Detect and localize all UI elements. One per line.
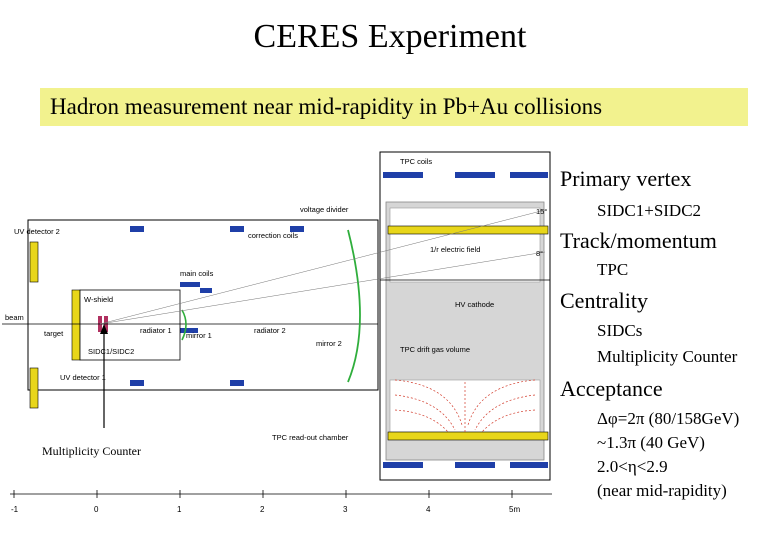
heading-acceptance: Acceptance [560,376,663,401]
subtitle-banner: Hadron measurement near mid-rapidity in … [40,88,748,126]
label-target: target [44,329,64,338]
label-w-shield: W-shield [84,295,113,304]
tpc-readout-top [387,225,549,235]
label-angle-15: 15° [536,207,547,216]
tpc-readout-bottom [387,431,549,441]
main-coil-top-1 [180,282,200,287]
uv-detector-2-plate [29,241,39,283]
measurement-detail: 2.0<η<2.9 [597,457,668,476]
angle-15-line [99,209,546,325]
axis-ticks: -1 0 1 2 3 4 5m [11,490,520,514]
label-voltage-divider: voltage divider [300,205,349,214]
axis-tick-label: 5m [509,505,520,514]
uv-detector-1-plate [29,367,39,409]
tpc-outer-frame [379,151,551,481]
mirror-2-arc [347,229,361,383]
correction-coil-2 [230,226,244,232]
measurement-detail: Multiplicity Counter [597,347,738,366]
heading-centrality: Centrality [560,288,648,313]
label-tpc-coils: TPC coils [400,157,432,166]
label-hv-cathode: HV cathode [455,300,494,309]
label-tpc-drift-gas: TPC drift gas volume [400,345,470,354]
heading-track-momentum: Track/momentum [560,228,717,253]
axis-tick-label: 2 [260,505,265,514]
measurement-heading: Track/momentum [560,228,717,254]
main-coil-bottom [178,328,198,333]
measurement-detail: SIDC1+SIDC2 [597,201,702,220]
label-mirror-1: mirror 1 [186,331,212,340]
mirror-1-arc [181,309,187,341]
measurement-heading: Acceptance [560,376,663,402]
axis-tick-label: 4 [426,505,431,514]
tpc-inner-white [389,207,541,283]
label-tpc-readout: TPC read-out chamber [272,433,349,442]
label-beam: beam [5,313,24,322]
correction-coil-1 [130,226,144,232]
w-shield-plate [71,289,81,361]
axis-tick-label: 1 [177,505,182,514]
measurement-detail: Δφ=2π (80/158GeV) [597,409,740,428]
subtitle-text: Hadron measurement near mid-rapidity in … [50,94,603,119]
tpc-coil-bottom-1 [383,462,423,468]
tpc-coil-bottom-2 [455,462,495,468]
label-mirror-2: mirror 2 [316,339,342,348]
slide-title: CERES Experiment [253,18,527,55]
axis-tick-label: 3 [343,505,348,514]
tpc-coil-top-1 [383,172,423,178]
tpc-coil-top-3 [510,172,548,178]
label-electric-field: 1/r electric field [430,245,480,254]
label-radiator-2: radiator 2 [254,326,286,335]
measurement-heading: Centrality [560,288,648,314]
electric-field-lines [394,379,536,433]
multiplicity-counter-arrowhead [100,324,108,334]
measurement-detail: ~1.3π (40 GeV) [597,433,705,452]
measurement-detail: TPC [597,260,629,279]
label-main-coils: main coils [180,269,214,278]
target-region-box [79,289,181,361]
measurement-heading: Primary vertex [560,166,691,192]
axis-tick-label: 0 [94,505,99,514]
label-angle-8: 8° [536,249,543,258]
tpc-coil-top-2 [455,172,495,178]
measurement-detail: (near mid-rapidity) [597,481,727,500]
ceres-detector-diagram: TPC coils voltage divider UV detector 2 … [2,151,552,514]
measurement-detail: SIDCs [597,321,643,340]
label-uv-detector-2: UV detector 2 [14,227,60,236]
label-sidc: SIDC1/SIDC2 [88,347,134,356]
label-uv-detector-1: UV detector 1 [60,373,106,382]
axis-tick-label: -1 [11,505,19,514]
label-radiator-1: radiator 1 [140,326,172,335]
correction-coil-bottom-1 [130,380,144,386]
correction-coil-3 [290,226,304,232]
angle-8-line [99,251,546,325]
label-correction-coils: correction coils [248,231,298,240]
correction-coil-bottom-2 [230,380,244,386]
main-coil-top-2 [200,288,212,293]
spectrometer-frame [27,219,379,391]
heading-primary-vertex: Primary vertex [560,166,692,191]
multiplicity-counter-label: Multiplicity Counter [42,444,141,458]
tpc-coil-bottom-3 [510,462,548,468]
